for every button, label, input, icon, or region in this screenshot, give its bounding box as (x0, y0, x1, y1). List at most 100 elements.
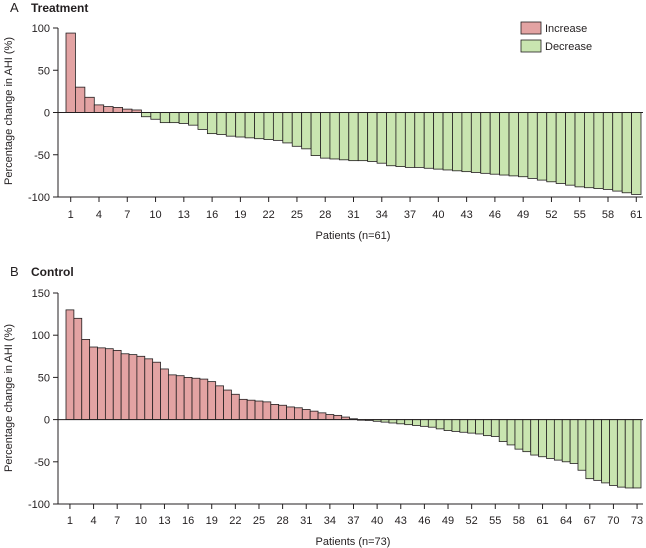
panel-a-bar-19 (235, 112, 246, 138)
panel-a-x-tick-label: 61 (630, 209, 642, 221)
panel-b-axes: 150 100 50 0 -50 -100 1 4 7 10 13 16 19 22 25 28 31 34 37 4… (28, 288, 643, 527)
panel-a-bar-13 (178, 112, 189, 124)
panel-b-x-tick-label: 34 (324, 515, 336, 527)
panel-a-x-tick-label: 16 (206, 209, 218, 221)
panel-a-bar-5 (103, 106, 114, 113)
panel-a-bar-53 (555, 112, 566, 184)
panel-a-bar-50 (527, 112, 538, 179)
panel-a-bar-4 (93, 104, 105, 113)
panel-a-x-tick-label: 22 (263, 209, 275, 221)
panel-a-bar-24 (282, 112, 293, 144)
panel-b-x-tick-label: 67 (584, 515, 596, 527)
panel-a-bar-10 (150, 112, 161, 120)
panel-b-y-tick-label: -50 (34, 457, 50, 469)
panel-a-bar-36 (395, 112, 406, 167)
panel-b-bar-6 (104, 348, 114, 421)
panel-b-x-tick-label: 49 (442, 515, 454, 527)
panel-b-x-tick-label: 43 (395, 515, 407, 527)
panel-a-title: Treatment (31, 1, 88, 15)
panel-b-x-tick-label: 70 (607, 515, 619, 527)
panel-b-bar-15 (175, 375, 185, 420)
panel-a-bar-20 (244, 112, 255, 139)
panel-a-x-tick-label: 31 (347, 209, 359, 221)
panel-a-x-axis-title: Patients (n=61) (316, 230, 391, 242)
panel-b-x-tick-label: 4 (91, 515, 97, 527)
panel-b-x-tick-label: 37 (347, 515, 359, 527)
panel-b-bar-20 (215, 385, 224, 420)
panel-b-x-tick-label: 10 (135, 515, 147, 527)
panel-a-bar-44 (470, 112, 482, 173)
panel-a-axes: 100 50 0 -50 -100 1 4 7 10 13 16 19 22 25 28 31 34 37 40 43… (28, 23, 643, 221)
panel-b-bar-49 (443, 419, 453, 431)
panel-a-bar-15 (197, 112, 208, 130)
panel-b-x-tick-label: 40 (371, 515, 383, 527)
panel-b-bar-55 (490, 419, 500, 437)
panel-a-y-tick-label: -50 (34, 150, 50, 162)
panel-b-bar-33 (317, 412, 327, 421)
panel-b-bar-68 (593, 419, 603, 481)
panel-b-bar-2 (73, 317, 83, 421)
panel-b-x-tick-label: 25 (253, 515, 265, 527)
panel-a-bar-45 (480, 112, 491, 174)
panel-b-bar-19 (207, 381, 217, 420)
panel-b-bar-73 (632, 419, 642, 489)
panel-a-bar-7 (122, 108, 133, 113)
panel-b-bar-52 (467, 419, 476, 434)
panel-b-bar-9 (128, 354, 138, 420)
panel-b-bar-46 (420, 419, 429, 427)
panel-a-letter: A (10, 0, 19, 15)
panel-a-bar-52 (546, 112, 557, 183)
panel-b-x-tick-label: 46 (418, 515, 430, 527)
panel-a-bar-58 (602, 112, 614, 190)
panel-b-bar-35 (333, 414, 343, 421)
panel-b-bar-61 (538, 419, 547, 458)
panel-a-bar-54 (565, 112, 576, 186)
panel-a-x-tick-label: 52 (545, 209, 557, 221)
panel-b-x-tick-label: 1 (67, 515, 73, 527)
panel-b-bar-13 (160, 368, 169, 420)
panel-b-bar-25 (254, 400, 264, 420)
panel-a-bar-51 (536, 112, 548, 181)
panel-b-bar-21 (223, 389, 232, 420)
panel-b-bar-29 (286, 406, 295, 421)
panel-a-x-tick-label: 46 (489, 209, 501, 221)
panel-b-bar-14 (167, 374, 177, 420)
panel-a-bar-32 (357, 112, 369, 162)
legend: Increase Decrease (520, 21, 592, 53)
panel-a-x-tick-label: 25 (291, 209, 303, 221)
panel-b-bars (65, 309, 642, 489)
panel-a-x-tick-label: 43 (460, 209, 472, 221)
panel-a-bar-21 (254, 112, 265, 140)
panel-b-bar-32 (309, 410, 319, 421)
panel-a-bar-27 (310, 112, 321, 156)
panel-a-bar-47 (499, 112, 510, 176)
panel-b-x-tick-label: 22 (229, 515, 241, 527)
panel-b-x-tick-label: 31 (300, 515, 312, 527)
panel-b-bar-3 (81, 339, 91, 421)
panel-a-bar-38 (414, 112, 425, 168)
panel-b-y-axis-title: Percentage change in AHI (%) (3, 324, 15, 472)
panel-b-bar-53 (475, 419, 484, 435)
panel-a-bar-28 (320, 112, 331, 159)
panel-b-bar-7 (112, 349, 122, 421)
panel-b-bar-30 (294, 407, 303, 420)
panel-b-bar-47 (427, 419, 437, 428)
panel-a-bar-9 (141, 112, 152, 118)
panel-a-x-tick-label: 28 (319, 209, 331, 221)
panel-b-bar-71 (616, 419, 626, 488)
panel-b-bar-24 (246, 399, 256, 421)
panel-a-bar-49 (518, 112, 529, 178)
panel-b-bar-18 (199, 378, 209, 420)
legend-increase-swatch (520, 21, 542, 35)
panel-b-bar-44 (404, 419, 413, 426)
panel-b-bar-8 (120, 353, 130, 420)
panel-b-x-tick-label: 73 (631, 515, 643, 527)
panel-b-bar-27 (270, 404, 280, 421)
panel-b-x-tick-label: 7 (114, 515, 120, 527)
panel-a-bar-35 (386, 112, 397, 167)
panel-b-y-tick-label: -100 (28, 499, 50, 511)
panel-a-x-tick-label: 19 (234, 209, 246, 221)
panel-a-bar-31 (348, 112, 359, 162)
panel-b-bar-60 (530, 419, 540, 456)
panel-a-x-tick-label: 13 (178, 209, 190, 221)
